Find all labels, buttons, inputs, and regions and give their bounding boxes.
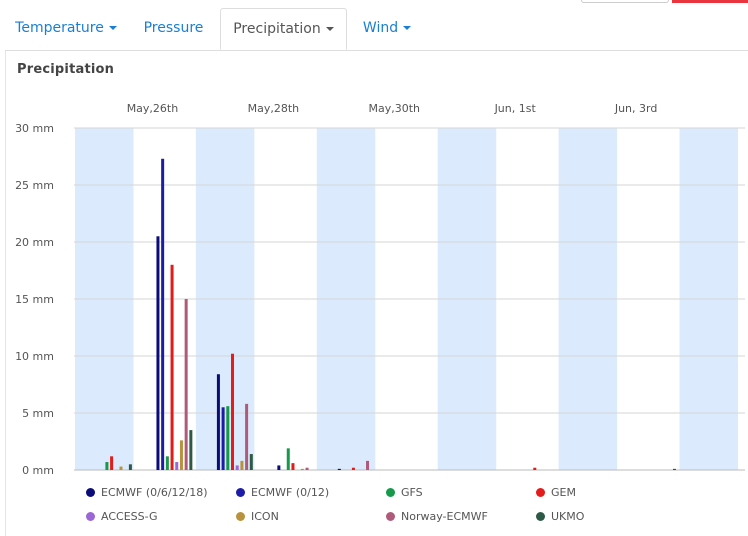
bar <box>105 462 109 470</box>
legend-marker-icon <box>86 512 95 521</box>
bar <box>235 465 239 470</box>
bar <box>110 456 114 470</box>
legend-item[interactable]: UKMO <box>536 510 584 523</box>
x-tick-label: May,26th <box>127 102 179 115</box>
legend-item[interactable]: ACCESS-G <box>86 510 158 523</box>
tab-pressure[interactable]: Pressure <box>127 8 220 49</box>
y-tick-label: 30 mm <box>15 122 54 135</box>
bar <box>216 374 220 470</box>
legend-item[interactable]: GFS <box>386 486 423 499</box>
tab-wind[interactable]: Wind <box>347 8 427 49</box>
bar <box>165 456 169 470</box>
y-tick-label: 15 mm <box>15 293 54 306</box>
bar <box>305 467 309 470</box>
legend-label: ACCESS-G <box>101 510 158 523</box>
top-accent-button[interactable] <box>672 0 748 3</box>
bar <box>189 430 193 470</box>
panel-title: Precipitation <box>17 62 115 77</box>
y-tick-label: 5 mm <box>22 407 54 420</box>
legend-item[interactable]: GEM <box>536 486 576 499</box>
bar <box>277 465 281 470</box>
tab-label: Pressure <box>143 20 204 36</box>
bar <box>221 407 225 470</box>
chart-legend: ECMWF (0/6/12/18) ECMWF (0/12) GFS GEM ACCES… <box>86 484 726 532</box>
legend-label: Norway-ECMWF <box>401 510 488 523</box>
bar <box>184 299 188 470</box>
tab-temperature[interactable]: Temperature <box>5 8 127 49</box>
bar <box>179 440 183 470</box>
bar <box>533 467 537 470</box>
panel-border <box>5 50 6 536</box>
bar <box>286 448 290 470</box>
tab-label: Wind <box>362 20 399 36</box>
y-tick-label: 20 mm <box>15 236 54 249</box>
tab-precipitation[interactable]: Precipitation <box>220 8 347 50</box>
tab-label: Temperature <box>15 20 104 36</box>
top-frame <box>0 0 748 6</box>
legend-label: GEM <box>551 486 576 499</box>
legend-label: ECMWF (0/12) <box>251 486 330 499</box>
x-tick-label: Jun, 1st <box>494 102 537 115</box>
bar <box>245 403 249 470</box>
legend-marker-icon <box>386 512 395 521</box>
caret-down-icon <box>325 27 334 31</box>
bar <box>337 468 341 470</box>
legend-label: ECMWF (0/6/12/18) <box>101 486 208 499</box>
bar <box>156 236 160 470</box>
legend-item[interactable]: ECMWF (0/6/12/18) <box>86 486 208 499</box>
bar <box>300 468 304 470</box>
bar <box>226 406 230 470</box>
x-tick-label: May,30th <box>369 102 421 115</box>
y-tick-label: 0 mm <box>22 464 54 477</box>
x-tick-label: May,28th <box>248 102 300 115</box>
bar <box>175 462 179 470</box>
y-tick-label: 10 mm <box>15 350 54 363</box>
legend-item[interactable]: Norway-ECMWF <box>386 510 488 523</box>
bar <box>291 463 295 470</box>
bar <box>672 468 676 470</box>
bar <box>249 454 253 470</box>
bar <box>351 467 355 470</box>
legend-marker-icon <box>536 512 545 521</box>
bar <box>119 466 123 470</box>
bar <box>170 264 174 470</box>
bar <box>128 464 132 470</box>
tab-label: Precipitation <box>233 21 321 37</box>
tab-bar: Temperature Pressure Precipitation Wind <box>5 8 748 51</box>
legend-item[interactable]: ICON <box>236 510 279 523</box>
bar <box>240 460 244 470</box>
caret-down-icon <box>108 26 117 30</box>
caret-down-icon <box>403 26 412 30</box>
legend-label: ICON <box>251 510 279 523</box>
legend-marker-icon <box>236 488 245 497</box>
legend-marker-icon <box>386 488 395 497</box>
bar <box>161 158 165 470</box>
legend-marker-icon <box>536 488 545 497</box>
legend-label: GFS <box>401 486 423 499</box>
legend-label: UKMO <box>551 510 585 523</box>
legend-marker-icon <box>86 488 95 497</box>
legend-marker-icon <box>236 512 245 521</box>
legend-item[interactable]: ECMWF (0/12) <box>236 486 329 499</box>
y-tick-label: 25 mm <box>15 179 54 192</box>
bar <box>231 353 235 470</box>
bar <box>366 460 370 470</box>
x-tick-label: Jun, 3rd <box>614 102 658 115</box>
top-button[interactable] <box>581 0 669 3</box>
